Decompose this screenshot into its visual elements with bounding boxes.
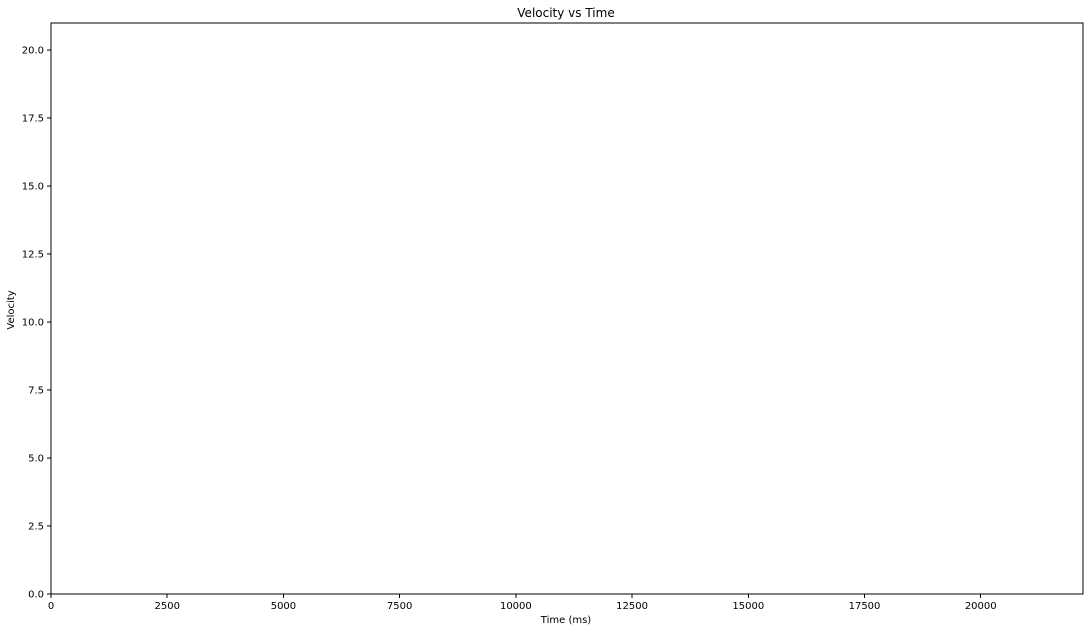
y-tick-label: 17.5 (22, 114, 44, 125)
y-axis: 0.0 2.5 5.0 7.5 10.0 12.5 15.0 17.5 20.0 (22, 46, 51, 601)
y-tick-label: 5.0 (28, 454, 44, 465)
x-tick-label: 5000 (271, 601, 296, 612)
x-tick-label: 0 (48, 601, 54, 612)
x-tick-label: 2500 (154, 601, 179, 612)
x-tick-label: 20000 (965, 601, 997, 612)
x-tick-label: 17500 (849, 601, 881, 612)
y-tick-label: 15.0 (22, 182, 44, 193)
x-tick-label: 15000 (732, 601, 764, 612)
y-tick-label: 20.0 (22, 46, 44, 57)
chart-title: Velocity vs Time (517, 6, 614, 20)
plot-frame (50, 22, 1084, 595)
x-tick-label: 12500 (616, 601, 648, 612)
x-tick-label: 10000 (500, 601, 532, 612)
y-axis-label: Velocity (6, 290, 17, 329)
x-tick-label: 7500 (387, 601, 412, 612)
y-tick-label: 0.0 (28, 590, 44, 601)
plot-area: 0 2500 5000 7500 10000 12500 15000 17500 20000 0… (22, 22, 1084, 612)
y-tick-label: 12.5 (22, 250, 44, 261)
y-tick-label: 10.0 (22, 318, 44, 329)
y-tick-label: 2.5 (28, 522, 44, 533)
y-tick-label: 7.5 (28, 386, 44, 397)
x-axis-label: Time (ms) (540, 615, 592, 626)
x-axis: 0 2500 5000 7500 10000 12500 15000 17500 20000 (48, 594, 997, 612)
